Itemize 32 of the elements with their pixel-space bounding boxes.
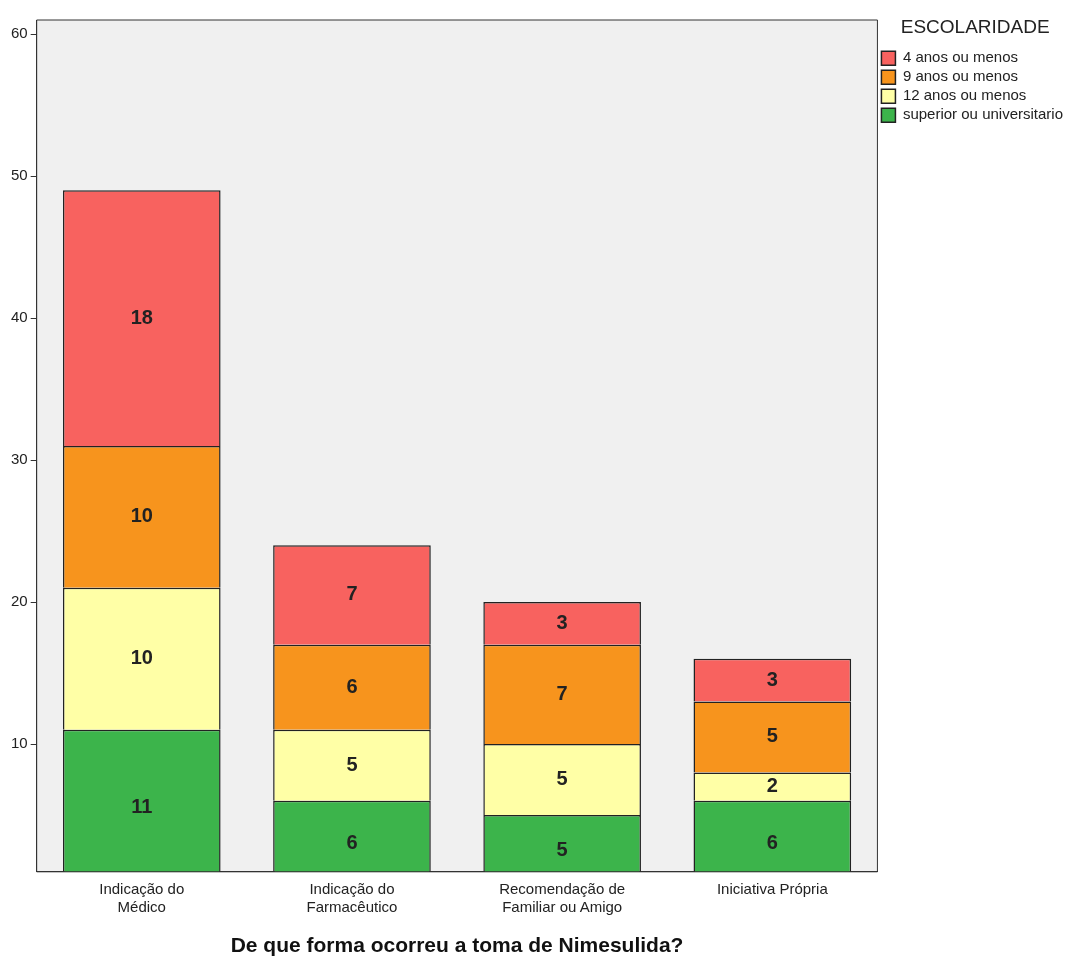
data-label: 5 (556, 838, 568, 861)
y-tick-label: 40 (11, 308, 28, 326)
data-label: 5 (556, 767, 568, 790)
data-label: 3 (766, 667, 778, 690)
data-label: 18 (130, 305, 153, 328)
x-tick-label: Iniciativa Própria (716, 879, 829, 897)
x-tick-label: Indicação do Médico (99, 879, 185, 915)
y-tick-label: 30 (11, 450, 28, 468)
data-label: 11 (131, 795, 153, 818)
x-tick-label: Indicação do Farmacêutico (306, 879, 398, 915)
data-label: 6 (346, 674, 358, 697)
x-axis-title: De que forma ocorreu a toma de Nimesulida? (230, 933, 684, 957)
y-tick-label: 50 (11, 166, 28, 184)
y-tick-label: 10 (11, 734, 28, 752)
data-label: 2 (766, 774, 778, 797)
x-tick-label: Recomendação de Familiar ou Amigo (499, 879, 626, 915)
legend-label: 4 anos ou menos (902, 48, 1018, 66)
data-label: 10 (130, 504, 153, 527)
data-label: 3 (556, 610, 568, 633)
y-tick-label: 60 (11, 24, 28, 42)
data-label: 6 (766, 830, 778, 853)
data-label: 5 (766, 724, 778, 747)
data-label: 7 (556, 681, 568, 704)
legend-title: ESCOLARIDADE (900, 15, 1050, 37)
data-label: 5 (346, 752, 358, 775)
legend-label: 9 anos ou menos (902, 67, 1018, 85)
data-label: 10 (130, 646, 153, 669)
legend-label: superior ou universitario (902, 105, 1063, 123)
data-label: 6 (346, 830, 358, 853)
data-label: 7 (346, 582, 358, 605)
y-tick-label: 20 (11, 592, 28, 610)
legend-label: 12 anos ou menos (902, 86, 1027, 104)
